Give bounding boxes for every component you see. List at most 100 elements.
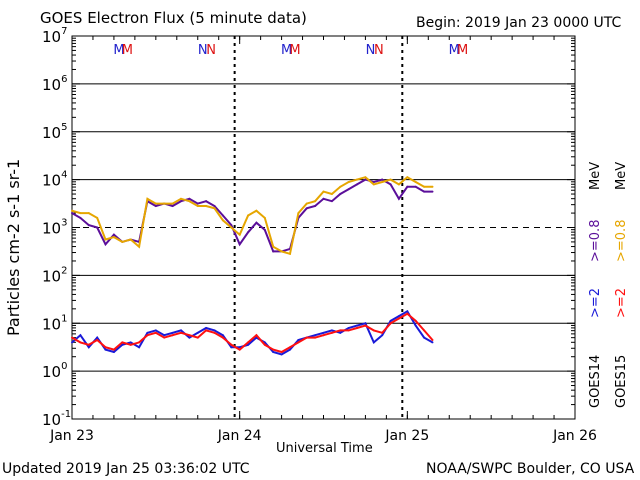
y-tick-base: 10	[42, 76, 61, 94]
chart-title: GOES Electron Flux (5 minute data)	[40, 9, 307, 27]
series-point-3	[138, 341, 141, 344]
series-point-3	[381, 331, 384, 334]
series-point-1	[238, 233, 241, 236]
series-point-3	[171, 334, 174, 337]
series-point-3	[96, 339, 99, 342]
series-point-2	[221, 334, 224, 337]
series-point-2	[138, 346, 141, 349]
y-tick-label: 100	[42, 361, 67, 381]
series-point-2	[314, 334, 317, 337]
series-point-2	[406, 310, 409, 313]
series-point-0	[263, 228, 266, 231]
series-point-3	[221, 336, 224, 339]
series-point-0	[347, 188, 350, 191]
series-point-3	[87, 343, 90, 346]
series-point-0	[272, 250, 275, 253]
series-point-3	[389, 322, 392, 325]
series-point-0	[414, 185, 417, 188]
y-tick-label: 103	[42, 218, 67, 238]
y-tick-base: 10	[42, 28, 61, 46]
series-point-2	[230, 346, 233, 349]
series-point-1	[389, 178, 392, 181]
series-point-3	[146, 334, 149, 337]
y-tick-exponent: 7	[61, 26, 67, 37]
series-point-0	[372, 181, 375, 184]
series-point-0	[188, 197, 191, 200]
y-tick-exponent: 4	[61, 170, 67, 181]
series-point-1	[263, 216, 266, 219]
y-tick-base: 10	[42, 220, 61, 238]
series-point-2	[104, 348, 107, 351]
series-point-1	[171, 202, 174, 205]
series-line-2	[72, 309, 433, 356]
series-point-1	[71, 209, 73, 212]
series-point-1	[297, 212, 300, 215]
series-point-3	[297, 341, 300, 344]
series-point-1	[255, 209, 258, 212]
x-tick-label: Jan 24	[217, 428, 262, 444]
series-point-0	[330, 200, 333, 203]
series-point-3	[121, 341, 124, 344]
series-point-2	[322, 331, 325, 334]
series-point-2	[339, 331, 342, 334]
y-tick-exponent: 0	[61, 361, 67, 372]
marker-n: N	[374, 43, 384, 58]
series-point-1	[280, 250, 283, 253]
series-point-1	[247, 214, 250, 217]
marker-m: M	[281, 43, 292, 58]
series-point-2	[87, 346, 90, 349]
series-point-1	[96, 216, 99, 219]
marker-m: M	[449, 43, 460, 58]
series-point-0	[238, 243, 241, 246]
series-point-2	[288, 348, 291, 351]
series-point-3	[423, 329, 426, 332]
x-axis-label: Universal Time	[276, 441, 373, 456]
series-point-3	[272, 348, 275, 351]
series-point-1	[79, 212, 82, 215]
series-point-1	[221, 219, 224, 222]
marker-m: M	[122, 43, 133, 58]
series-point-0	[104, 243, 107, 246]
series-point-3	[112, 348, 115, 351]
series-point-0	[87, 224, 90, 227]
series-point-0	[431, 190, 434, 193]
series-point-1	[305, 202, 308, 205]
series-point-3	[129, 343, 132, 346]
series-point-2	[423, 336, 426, 339]
series-point-0	[179, 200, 182, 203]
y-tick-label: 101	[42, 313, 67, 333]
series-point-3	[364, 324, 367, 327]
series-point-0	[213, 204, 216, 207]
marker-n: N	[198, 43, 208, 58]
series-point-3	[238, 348, 241, 351]
series-point-2	[179, 329, 182, 332]
y-tick-label: 10-1	[42, 409, 71, 429]
series-point-0	[79, 216, 82, 219]
y-tick-label: 106	[42, 74, 67, 94]
y-axis-label: Particles cm-2 s-1 sr-1	[4, 159, 23, 336]
series-point-1	[112, 236, 115, 239]
series-line-1	[72, 175, 433, 256]
series-point-0	[322, 197, 325, 200]
series-point-1	[230, 226, 233, 229]
series-point-3	[406, 312, 409, 315]
series-point-2	[414, 324, 417, 327]
marker-m: M	[113, 43, 124, 58]
y-axis-label-text: Particles cm-2 s-1 sr-1	[4, 158, 23, 336]
series-point-0	[364, 178, 367, 181]
series-point-2	[238, 346, 241, 349]
series-point-2	[112, 350, 115, 353]
series-point-2	[431, 341, 434, 344]
series-point-3	[213, 331, 216, 334]
marker-m: M	[457, 43, 468, 58]
y-tick-base: 10	[42, 267, 61, 285]
series-point-0	[314, 204, 317, 207]
series-point-3	[305, 336, 308, 339]
series-point-1	[364, 176, 367, 179]
legend-goes15-low: >=2	[614, 287, 629, 318]
series-point-0	[389, 183, 392, 186]
series-point-0	[406, 185, 409, 188]
series-point-2	[188, 336, 191, 339]
x-tick-label: Jan 25	[384, 428, 429, 444]
